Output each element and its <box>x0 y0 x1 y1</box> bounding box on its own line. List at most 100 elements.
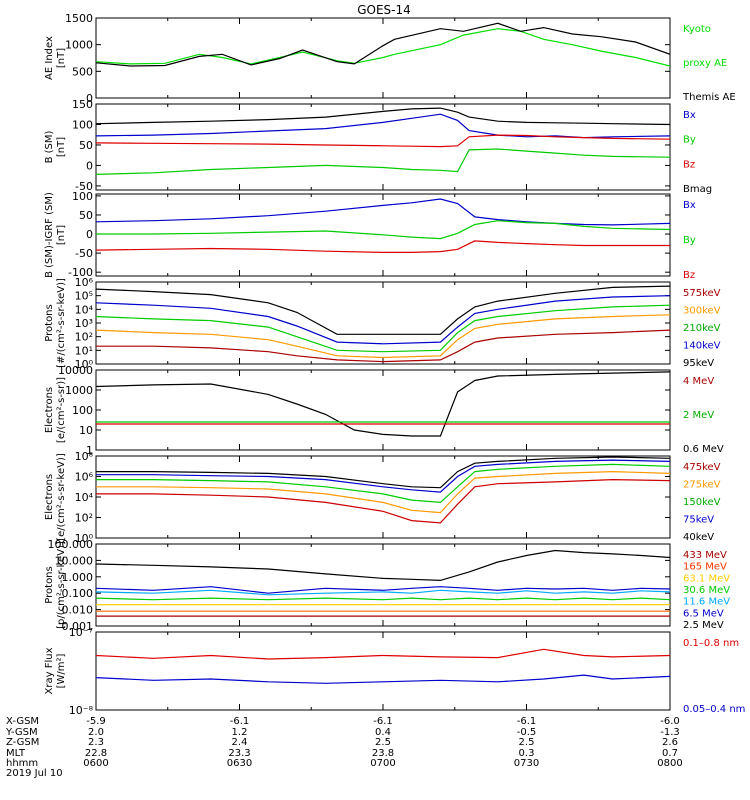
legend-bmag: Bmag <box>683 184 712 195</box>
x-tick-value: -6.1 <box>517 716 537 727</box>
legend-themis-ae: Themis AE <box>682 92 736 103</box>
y-tick-label: 10⁶ <box>75 471 94 484</box>
x-tick-value: -6.1 <box>230 716 250 727</box>
plot-title: GOES-14 <box>357 3 411 17</box>
y-axis-label: AE Index[nT] <box>44 36 67 80</box>
legend-11-6-mev: 11.6 MeV <box>683 597 730 608</box>
series-line-bx <box>96 113 670 139</box>
x-tick-value: 0630 <box>227 758 252 769</box>
y-tick-label: 500 <box>72 65 93 78</box>
y-tick-label: 50 <box>79 209 93 222</box>
series-line-75kev <box>96 459 670 493</box>
series-line-0-05-0-4-nm <box>96 674 670 684</box>
y-axis-label: B (SM)-IGRF (SM)[nT] <box>44 192 67 278</box>
legend-300kev: 300keV <box>683 306 721 317</box>
y-tick-label: 10⁵ <box>75 290 93 303</box>
panel-3: -100 -50 0 50 100 B (SM)-IGRF (SM)[nT] Bx By Bz <box>44 190 696 281</box>
x-row-label-2019-jul-10: 2019 Jul 10 <box>6 768 63 779</box>
x-row-label-x-gsm: X-GSM <box>6 716 39 727</box>
series-line-575kev <box>96 285 670 335</box>
x-tick-value: 1.2 <box>232 727 248 738</box>
x-tick-value: 0730 <box>514 758 539 769</box>
panel-frame <box>95 455 671 539</box>
x-tick-value: 0.3 <box>519 748 535 759</box>
series-line-bz <box>96 134 670 148</box>
series-line-210kev <box>96 304 670 353</box>
y-tick-label: 0.001 <box>62 620 94 633</box>
x-row-label-y-gsm: Y-GSM <box>5 727 38 738</box>
y-axis-label: Electrons[e/(cm²-s-sr-keV)] <box>44 453 67 541</box>
series-line-0-6-mev <box>96 371 670 437</box>
x-tick-value: -1.3 <box>660 727 680 738</box>
legend-30-6-mev: 30.6 MeV <box>683 585 730 596</box>
y-tick-label: 10² <box>75 512 93 525</box>
series-line-by <box>96 220 670 240</box>
legend-95kev: 95keV <box>683 358 714 369</box>
y-tick-label: 1.000 <box>62 571 94 584</box>
legend-433-mev: 433 MeV <box>683 550 727 561</box>
series-line-140kev <box>96 314 670 359</box>
legend-4-mev: 4 MeV <box>683 376 714 387</box>
series-line-40kev <box>96 456 670 489</box>
y-tick-label: 10⁰ <box>75 358 94 371</box>
panel-6: 10⁰ 10² 10⁴ 10⁶ 10⁸ Electrons[e/(cm²-s-sr-keV… <box>44 450 721 545</box>
x-tick-value: 2.4 <box>232 737 248 748</box>
y-axis-label: B (SM)[nT] <box>44 130 67 163</box>
x-tick-value: 0700 <box>370 758 395 769</box>
y-tick-label: 100 <box>72 118 93 131</box>
panel-frame <box>95 369 671 451</box>
legend-bx: Bx <box>683 200 696 211</box>
legend-by: By <box>683 235 696 246</box>
y-tick-label: 10000 <box>58 364 93 377</box>
series-line-30-6-mev <box>96 597 670 601</box>
legend-75kev: 75keV <box>683 515 714 526</box>
y-tick-label: 0 <box>86 228 93 241</box>
y-tick-label: 1000 <box>65 384 93 397</box>
y-tick-label: 10⁴ <box>75 303 94 316</box>
x-tick-value: 0.7 <box>662 748 678 759</box>
series-line-150kev <box>96 463 670 504</box>
y-tick-label: 50 <box>79 139 93 152</box>
panel-7: 0.001 0.010 0.100 1.000 10.000 100.000Protons… <box>44 538 730 633</box>
y-tick-label: 10⁴ <box>75 491 94 504</box>
y-axis-label: Protons[p/(cm²-s-sr-keV)] <box>44 541 67 629</box>
y-tick-label: 150 <box>72 98 93 111</box>
legend-by: By <box>683 135 696 146</box>
x-tick-value: 23.3 <box>228 748 250 759</box>
legend-575kev: 575keV <box>683 288 721 299</box>
panel-frame <box>95 631 671 711</box>
legend-475kev: 475keV <box>683 462 721 473</box>
y-tick-label: -50 <box>75 180 93 193</box>
legend-kyoto: Kyoto <box>683 24 711 35</box>
y-tick-label: 10⁻⁷ <box>69 626 93 639</box>
series-line-bz <box>96 240 670 253</box>
y-tick-label: 10² <box>75 331 93 344</box>
legend-bz: Bz <box>683 159 695 170</box>
x-tick-value: 0600 <box>83 758 108 769</box>
y-tick-label: 10⁻⁸ <box>69 704 94 717</box>
y-axis-label: Protons[#/(cm²-s-sr-keV)] <box>44 278 67 368</box>
legend-63-1-mev: 63.1 MeV <box>683 573 730 584</box>
legend-40kev: 40keV <box>683 532 714 543</box>
legend-275kev: 275keV <box>683 480 721 491</box>
x-tick-value: 2.6 <box>662 737 678 748</box>
x-tick-value: 0800 <box>657 758 682 769</box>
y-tick-label: 10⁸ <box>75 450 94 463</box>
legend-140kev: 140keV <box>683 341 721 352</box>
series-line-themis-ae <box>96 22 670 67</box>
x-tick-value: 2.0 <box>88 727 104 738</box>
series-line-6-5-mev <box>96 586 670 594</box>
legend-0-6-mev: 0.6 MeV <box>683 444 724 455</box>
x-tick-value: 2.3 <box>88 737 104 748</box>
series-line-95kev <box>96 329 670 363</box>
y-tick-label: 10¹ <box>75 344 93 357</box>
series-line-0-1-0-8-nm <box>96 648 670 660</box>
x-tick-value: 22.8 <box>85 748 107 759</box>
legend-bz: Bz <box>683 270 695 281</box>
y-tick-label: 1000 <box>65 39 93 52</box>
legend-150kev: 150keV <box>683 497 721 508</box>
x-tick-value: -6.1 <box>373 716 393 727</box>
series-line-300kev <box>96 295 670 345</box>
y-axis-label: Xray Flux[W/m²] <box>44 647 67 694</box>
